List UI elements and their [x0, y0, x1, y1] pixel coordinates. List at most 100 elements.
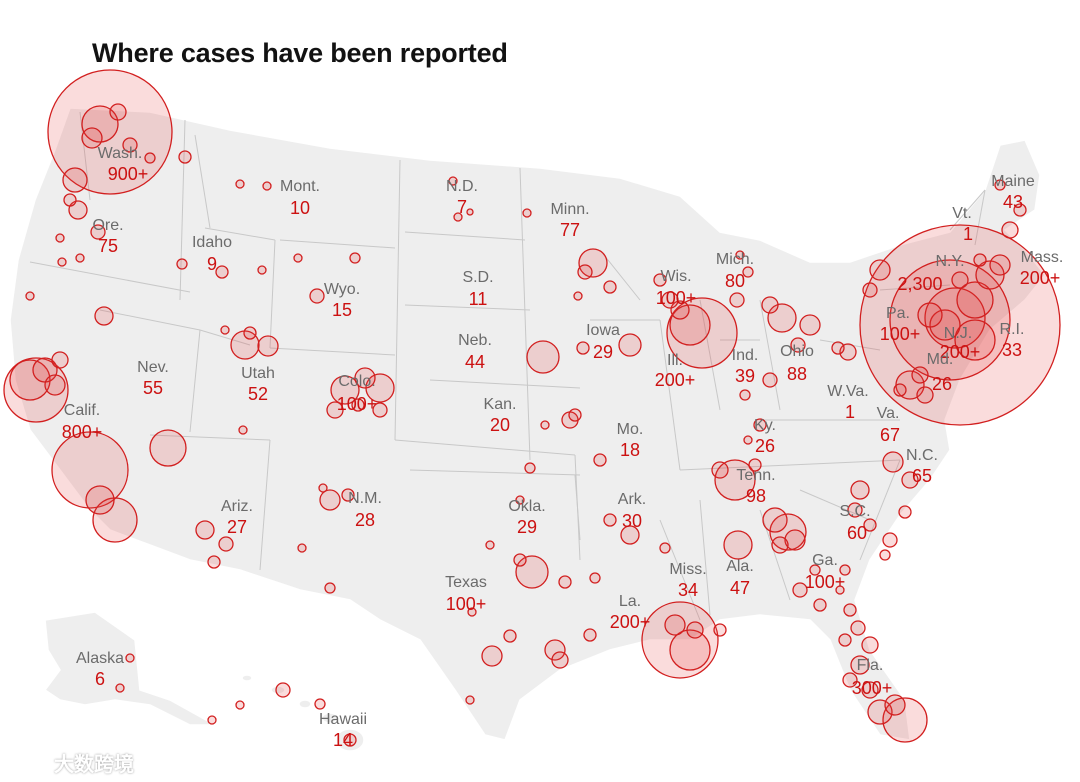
case-bubble — [262, 181, 272, 191]
state-border-line — [659, 519, 701, 621]
case-bubble — [526, 340, 560, 374]
case-bubble — [893, 383, 907, 397]
case-bubble — [762, 372, 778, 388]
state-label-okla: Okla. 29 — [508, 498, 545, 537]
state-label-r-i: R.I. 33 — [1000, 321, 1025, 360]
state-name: Ohio — [780, 343, 814, 360]
state-case-count: 200+ — [655, 370, 696, 390]
case-bubble — [573, 291, 583, 301]
case-bubble — [743, 435, 753, 445]
state-name: Wyo. — [324, 281, 360, 298]
case-bubble — [790, 337, 806, 353]
case-bubble — [842, 672, 858, 688]
state-border-line — [394, 159, 401, 441]
state-name: Mont. — [280, 178, 320, 195]
case-bubble — [861, 636, 879, 654]
case-bubble — [243, 326, 257, 340]
state-case-count: 30 — [622, 511, 642, 531]
state-label-w-va: W.Va. 1 — [827, 383, 869, 422]
state-label-miss: Miss. 34 — [669, 561, 706, 600]
state-label-wis: Wis. 100+ — [656, 268, 697, 308]
case-bubble — [235, 700, 245, 710]
state-border-line — [429, 379, 581, 389]
state-label-ohio: Ohio 88 — [780, 343, 814, 384]
state-label-minn: Minn. 77 — [550, 201, 589, 240]
case-bubble — [882, 532, 898, 548]
state-name: Utah — [241, 365, 275, 382]
case-bubble — [799, 314, 821, 336]
state-name: W.Va. — [827, 383, 869, 400]
case-bubble — [831, 341, 845, 355]
case-bubble — [669, 629, 711, 671]
case-bubble — [318, 483, 328, 493]
state-border-line — [949, 189, 986, 231]
state-border-line — [279, 239, 396, 249]
state-case-count: 9 — [207, 254, 217, 274]
case-bubble — [62, 167, 88, 193]
state-case-count: 34 — [678, 580, 698, 600]
case-bubble — [659, 542, 671, 554]
case-bubble — [956, 281, 994, 319]
case-bubble — [578, 248, 608, 278]
case-bubble — [176, 258, 188, 270]
case-bubble — [838, 633, 852, 647]
case-bubble — [235, 179, 245, 189]
state-border-line — [189, 329, 201, 433]
case-bubble — [989, 254, 1011, 276]
state-label-n-d: N.D. 7 — [446, 178, 478, 217]
case-bubble — [835, 585, 845, 595]
state-label-nev: Nev. 55 — [137, 359, 169, 398]
case-bubble — [994, 179, 1006, 191]
case-bubble — [661, 291, 679, 309]
map-title: Where cases have been reported — [92, 38, 508, 68]
case-bubble — [929, 309, 961, 341]
state-case-count: 29 — [593, 342, 613, 362]
case-bubble — [669, 304, 711, 346]
state-case-count: 65 — [912, 466, 932, 486]
case-bubble — [115, 683, 125, 693]
case-bubble — [911, 366, 929, 384]
case-bubble — [664, 614, 686, 636]
state-label-mont: Mont. 10 — [280, 178, 320, 218]
case-bubble — [551, 651, 569, 669]
case-bubble — [748, 458, 762, 472]
case-bubble — [109, 103, 127, 121]
state-case-count: 80 — [725, 271, 745, 291]
case-bubble — [57, 257, 67, 267]
case-bubble — [641, 601, 719, 679]
case-bubble — [94, 306, 114, 326]
case-bubble — [481, 645, 503, 667]
state-border-line — [99, 309, 201, 331]
case-bubble — [238, 425, 248, 435]
state-name: N.D. — [446, 178, 478, 195]
state-name: Ore. — [92, 217, 123, 234]
state-name: Ark. — [618, 491, 646, 508]
state-case-count: 200+ — [940, 342, 981, 362]
case-bubble — [850, 480, 870, 500]
state-border-line — [199, 329, 251, 346]
case-bubble — [215, 265, 229, 279]
case-bubble — [341, 488, 355, 502]
state-border-line — [269, 347, 396, 356]
case-bubble — [713, 623, 727, 637]
case-bubble — [620, 525, 640, 545]
case-bubble — [577, 264, 593, 280]
case-bubble — [144, 152, 156, 164]
case-bubble — [951, 271, 969, 289]
watermark-logo-icon — [9, 755, 47, 770]
case-bubble — [125, 653, 135, 663]
case-bubble — [63, 193, 77, 207]
state-label-neb: Neb. 44 — [458, 332, 492, 372]
state-label-maine: Maine 43 — [991, 173, 1035, 212]
state-label-n-y: N.Y. 2,300 — [897, 253, 964, 294]
state-border-line — [974, 189, 986, 246]
case-bubble — [44, 374, 66, 396]
state-name: Vt. — [952, 205, 972, 222]
state-name: Ala. — [726, 558, 754, 575]
state-case-count: 26 — [755, 436, 775, 456]
case-bubble — [729, 292, 745, 308]
case-bubble — [711, 461, 729, 479]
state-border-line — [404, 231, 526, 241]
state-case-count: 55 — [143, 378, 163, 398]
state-name: Texas — [445, 574, 487, 591]
